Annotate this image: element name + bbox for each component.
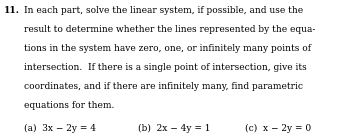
Text: In each part, solve the linear system, if possible, and use the: In each part, solve the linear system, i…	[24, 6, 304, 15]
Text: intersection.  If there is a single point of intersection, give its: intersection. If there is a single point…	[24, 63, 307, 72]
Text: (c)  x − 2y = 0: (c) x − 2y = 0	[245, 124, 311, 133]
Text: (a)  3x − 2y = 4: (a) 3x − 2y = 4	[24, 124, 96, 133]
Text: 11.: 11.	[4, 6, 20, 15]
Text: coordinates, and if there are infinitely many, find parametric: coordinates, and if there are infinitely…	[24, 82, 303, 91]
Text: (b)  2x − 4y = 1: (b) 2x − 4y = 1	[138, 124, 211, 133]
Text: equations for them.: equations for them.	[24, 101, 115, 110]
Text: tions in the system have zero, one, or infinitely many points of: tions in the system have zero, one, or i…	[24, 44, 311, 53]
Text: result to determine whether the lines represented by the equa-: result to determine whether the lines re…	[24, 25, 316, 34]
